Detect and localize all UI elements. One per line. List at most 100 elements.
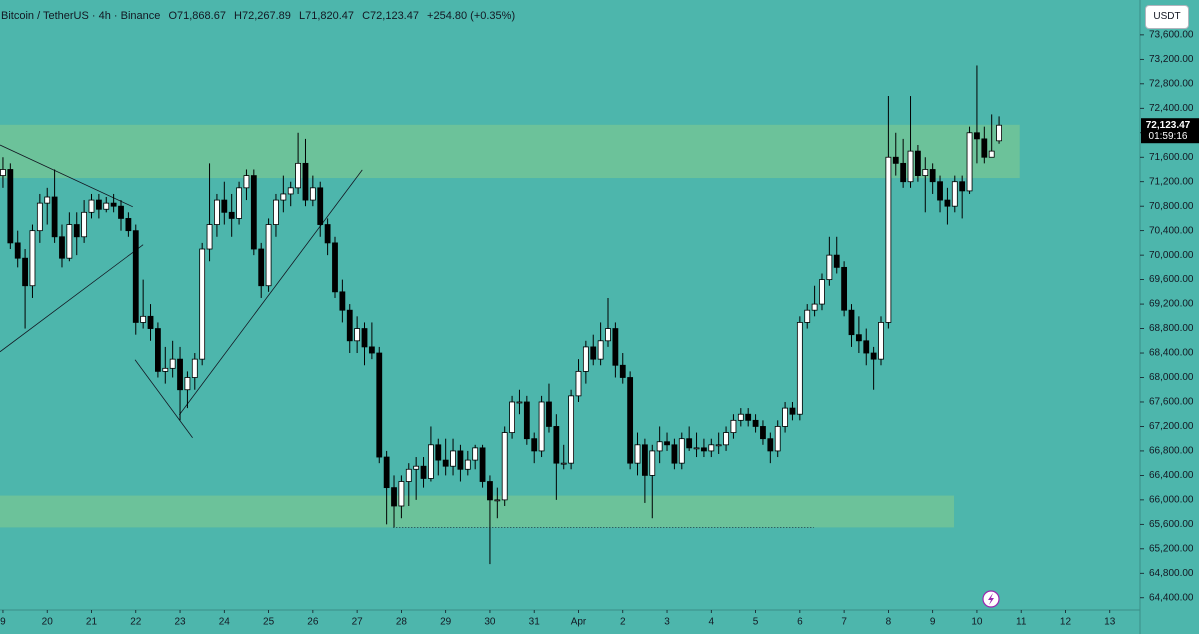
candle-body xyxy=(413,465,420,470)
x-tick-label: 7 xyxy=(841,617,847,628)
change-value: +254.80 (+0.35%) xyxy=(427,10,516,22)
candle-body xyxy=(900,162,907,183)
candle-body xyxy=(354,328,361,342)
y-tick-label: 70,400.00 xyxy=(1149,225,1194,236)
candle-body xyxy=(339,291,346,311)
candle-body xyxy=(221,199,228,213)
candle-body xyxy=(420,465,427,479)
candle-body xyxy=(110,202,117,207)
candle-body xyxy=(922,169,929,176)
y-tick-label: 73,600.00 xyxy=(1149,30,1194,41)
candle-body xyxy=(0,169,6,176)
trendline xyxy=(134,359,193,439)
candle-body xyxy=(678,438,685,464)
candle-body xyxy=(177,358,183,391)
candle-body xyxy=(273,199,279,225)
candle-body xyxy=(199,248,206,360)
candle-body xyxy=(870,352,877,360)
candle-body xyxy=(789,407,796,415)
x-tick-label: 23 xyxy=(174,617,186,628)
candle-body xyxy=(494,499,501,502)
candle-body xyxy=(428,444,434,479)
candle-body xyxy=(36,202,43,232)
candle-body xyxy=(855,334,862,342)
candle-body xyxy=(250,175,257,250)
candle-body xyxy=(966,132,973,192)
candle-body xyxy=(523,401,530,440)
candle-body xyxy=(184,377,191,391)
candle-body xyxy=(641,444,648,476)
candle-body xyxy=(892,156,899,164)
x-tick-label: 4 xyxy=(709,617,715,628)
candle-body xyxy=(479,447,486,482)
y-tick-label: 70,000.00 xyxy=(1149,250,1194,261)
ohlc-value: L71,820.47 xyxy=(298,10,355,22)
x-tick-label: 31 xyxy=(529,617,541,628)
candle-body xyxy=(634,444,641,464)
candle-body xyxy=(745,413,752,421)
candle-body xyxy=(398,481,405,507)
x-tick-label: 20 xyxy=(42,617,54,628)
candle-body xyxy=(450,450,456,467)
x-tick-label: 21 xyxy=(86,617,98,628)
candle-body xyxy=(671,444,678,464)
candle-body xyxy=(959,181,966,192)
candle-body xyxy=(29,230,36,287)
candle-body xyxy=(568,395,575,464)
y-tick-label: 68,800.00 xyxy=(1149,323,1194,334)
candle-body xyxy=(265,224,272,287)
y-tick-label: 65,200.00 xyxy=(1149,543,1194,554)
candle-body xyxy=(295,162,301,189)
candle-body xyxy=(236,187,242,219)
ohlc-value: C72,123.47 xyxy=(362,10,419,22)
candle-body xyxy=(457,450,464,470)
y-tick-label: 71,200.00 xyxy=(1149,176,1194,187)
candle-body xyxy=(863,340,870,354)
y-tick-label: 64,400.00 xyxy=(1149,592,1194,603)
candle-body xyxy=(560,462,567,465)
currency-button[interactable]: USDT xyxy=(1145,5,1189,29)
trendline xyxy=(178,169,363,416)
candle-body xyxy=(118,205,124,219)
x-tick-label: 8 xyxy=(886,617,892,628)
candle-body xyxy=(538,401,545,452)
candle-body xyxy=(841,266,848,311)
ohlc-value: O71,868.67 xyxy=(168,10,226,22)
price-zone xyxy=(0,124,1020,179)
price-zone xyxy=(0,495,955,528)
candle-body xyxy=(701,447,707,452)
x-tick-label: 27 xyxy=(352,617,364,628)
x-tick-label: Apr xyxy=(571,617,587,628)
candle-body xyxy=(937,181,943,201)
x-tick-label: 22 xyxy=(130,617,142,628)
candle-body xyxy=(383,456,390,489)
candle-body xyxy=(686,438,693,449)
candle-body xyxy=(951,181,958,207)
candle-body xyxy=(664,441,670,446)
x-tick-label: 6 xyxy=(797,617,803,628)
candle-body xyxy=(575,370,582,397)
candle-body xyxy=(125,218,132,232)
candle-body xyxy=(258,248,265,287)
symbol-header: Bitcoin / TetherUS · 4h · Binance O71,86… xyxy=(1,10,520,22)
x-tick-label: 29 xyxy=(440,617,452,628)
candle-body xyxy=(346,309,353,342)
candle-body xyxy=(715,444,722,447)
candle-body xyxy=(162,367,169,372)
y-tick-label: 68,000.00 xyxy=(1149,372,1194,383)
y-tick-label: 66,800.00 xyxy=(1149,446,1194,457)
candle-body xyxy=(140,315,147,323)
candle-body xyxy=(228,211,235,219)
y-tick-label: 68,400.00 xyxy=(1149,348,1194,359)
candle-body xyxy=(782,407,788,427)
y-tick-label: 67,600.00 xyxy=(1149,397,1194,408)
candle-body xyxy=(582,346,589,372)
x-tick-label: 26 xyxy=(307,617,319,628)
y-tick-label: 70,800.00 xyxy=(1149,201,1194,212)
ohlc-value: H72,267.89 xyxy=(234,10,291,22)
y-tick-label: 72,400.00 xyxy=(1149,103,1194,114)
candle-body xyxy=(612,328,619,366)
candle-body xyxy=(760,426,766,440)
candle-body xyxy=(280,193,287,201)
